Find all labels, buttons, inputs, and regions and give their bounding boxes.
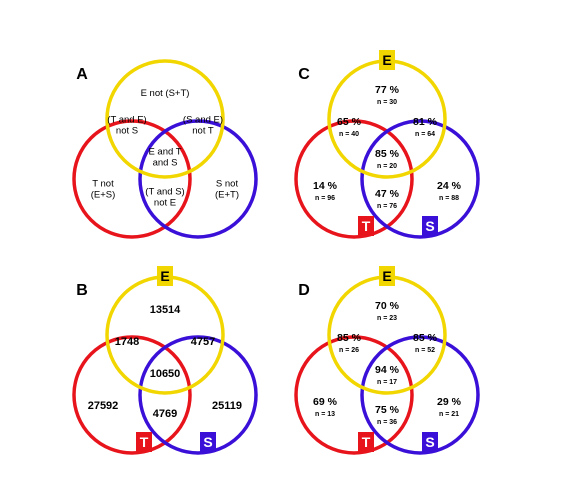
- region-e-only-n: n = 23: [377, 315, 397, 322]
- region-te-line-2: not S: [116, 126, 138, 137]
- circle-tag-s: S: [422, 432, 438, 452]
- region-te-line-1: (T and E): [107, 115, 146, 126]
- region-e-only-n: n = 30: [377, 99, 397, 106]
- circle-tag-e: E: [379, 50, 395, 70]
- venn-panel-c: C E T S 77 % n = 30 65 % n = 40 81 % n = 64 85 % n …: [294, 50, 480, 239]
- venn-panel-b: B E T S 13514 1748 4757 10650 27592 4769 25119: [72, 266, 258, 455]
- circle-tag-s: S: [422, 216, 438, 236]
- region-te-count: 1748: [115, 336, 139, 348]
- venn-panel-a: A E not (S+T) (T and E)not S (S and E)not T…: [72, 59, 258, 239]
- region-s-only-line-2: (E+T): [215, 190, 239, 201]
- region-ets-line-2: and S: [153, 158, 178, 169]
- tag-letter: S: [203, 434, 212, 450]
- tag-box: [200, 432, 216, 452]
- region-t-only-n: n = 13: [315, 411, 335, 418]
- tag-letter: S: [425, 434, 434, 450]
- region-t-only-percent: 14 %: [313, 180, 338, 192]
- region-t-only-line-2: (E+S): [91, 190, 116, 201]
- region-ets-line-1: E and T: [148, 147, 181, 158]
- circle-tag-t: T: [358, 216, 374, 236]
- region-te-percent: 85 %: [337, 332, 362, 344]
- region-ts-n: n = 36: [377, 419, 397, 426]
- venn-panel-d: D E T S 70 % n = 23 85 % n = 26 85 % n = 52 94 % n …: [294, 266, 480, 455]
- tag-box: [157, 266, 173, 286]
- region-t-only-count: 27592: [88, 400, 119, 412]
- region-se-line-2: not T: [192, 126, 214, 137]
- circle-tag-e: E: [379, 266, 395, 286]
- circle-t-red: [72, 335, 192, 455]
- circle-e-yellow: [105, 59, 225, 179]
- tag-box: [358, 432, 374, 452]
- region-s-only-percent: 29 %: [437, 396, 462, 408]
- region-t-only-line-1: T not: [92, 179, 114, 190]
- tag-box: [136, 432, 152, 452]
- region-se-percent: 81 %: [413, 116, 438, 128]
- region-te-n: n = 40: [339, 131, 359, 138]
- region-ets-percent: 85 %: [375, 148, 400, 160]
- region-s-only-percent: 24 %: [437, 180, 462, 192]
- region-ets-n: n = 20: [377, 163, 397, 170]
- region-e-only-percent: 70 %: [375, 300, 400, 312]
- region-se-count: 4757: [191, 336, 215, 348]
- region-se-line-1: (S and E): [183, 115, 223, 126]
- tag-letter: E: [382, 268, 391, 284]
- region-e-only-percent: 77 %: [375, 84, 400, 96]
- tag-letter: S: [425, 218, 434, 234]
- tag-box: [422, 432, 438, 452]
- tag-box: [422, 216, 438, 236]
- tag-box: [379, 50, 395, 70]
- region-se-n: n = 52: [415, 347, 435, 354]
- region-ets-count: 10650: [150, 368, 181, 380]
- region-te-percent: 65 %: [337, 116, 362, 128]
- circle-t-red: [72, 119, 192, 239]
- region-ts-n: n = 76: [377, 203, 397, 210]
- region-s-only-n: n = 21: [439, 411, 459, 418]
- region-ts-line-2: not E: [154, 198, 176, 209]
- panel-label-a: A: [76, 66, 88, 83]
- circle-t-red: [294, 119, 414, 239]
- region-te-n: n = 26: [339, 347, 359, 354]
- region-ts-percent: 47 %: [375, 188, 400, 200]
- tag-letter: T: [140, 434, 149, 450]
- tag-letter: E: [382, 52, 391, 68]
- region-s-only-n: n = 88: [439, 195, 459, 202]
- circle-s-blue: [360, 335, 480, 455]
- region-t-only-percent: 69 %: [313, 396, 338, 408]
- panel-label-b: B: [76, 282, 88, 299]
- region-se-n: n = 64: [415, 131, 435, 138]
- circle-tag-s: S: [200, 432, 216, 452]
- region-se-percent: 85 %: [413, 332, 438, 344]
- circle-tag-t: T: [358, 432, 374, 452]
- tag-letter: T: [362, 218, 371, 234]
- circle-tag-t: T: [136, 432, 152, 452]
- region-s-only-count: 25119: [212, 400, 242, 412]
- region-e-only-line-1: E not (S+T): [141, 88, 190, 99]
- circle-tag-e: E: [157, 266, 173, 286]
- circle-s-blue: [360, 119, 480, 239]
- circle-s-blue: [138, 119, 258, 239]
- region-t-only-n: n = 96: [315, 195, 335, 202]
- panel-label-c: C: [298, 66, 310, 83]
- tag-box: [379, 266, 395, 286]
- region-e-only-count: 13514: [150, 304, 181, 316]
- tag-letter: E: [160, 268, 169, 284]
- tag-box: [358, 216, 374, 236]
- tag-letter: T: [362, 434, 371, 450]
- panel-label-d: D: [298, 282, 310, 299]
- region-ts-line-1: (T and S): [145, 187, 184, 198]
- circle-t-red: [294, 335, 414, 455]
- region-ets-percent: 94 %: [375, 364, 400, 376]
- region-ts-count: 4769: [153, 408, 177, 420]
- circle-s-blue: [138, 335, 258, 455]
- region-ts-percent: 75 %: [375, 404, 400, 416]
- region-s-only-line-1: S not: [216, 179, 239, 190]
- region-ets-n: n = 17: [377, 379, 397, 386]
